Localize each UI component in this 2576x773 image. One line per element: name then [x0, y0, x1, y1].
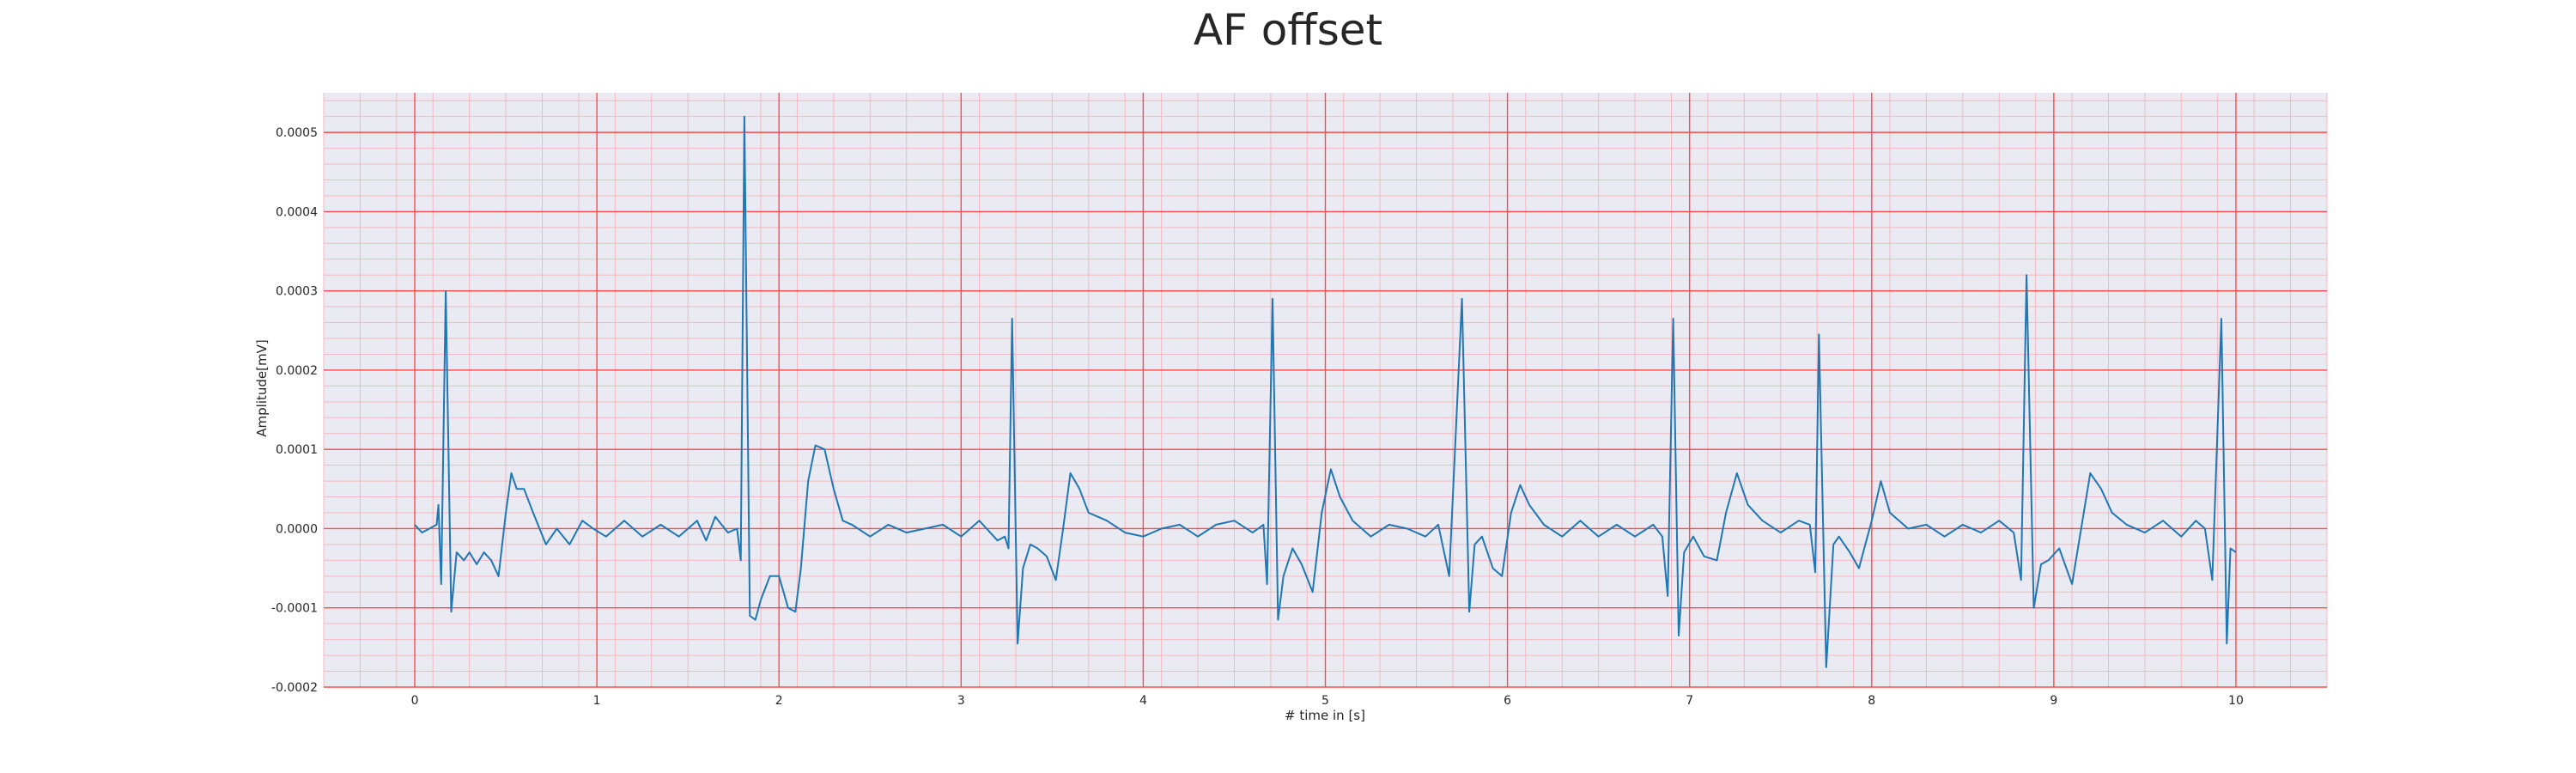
signal-line [414, 115, 2237, 668]
x-tick-label: 2 [775, 694, 783, 708]
x-axis-label: # time in [s] [1285, 708, 1365, 723]
y-axis-label: Amplitude[mV] [254, 339, 270, 436]
y-tick-label: 0.0002 [276, 364, 318, 378]
x-axis-ticks: 0 1 2 3 4 5 6 7 8 9 10 [411, 694, 2244, 708]
y-tick-label: 0.0005 [276, 126, 318, 140]
chart-title: AF offset [1194, 5, 1382, 55]
x-tick-label: 5 [1321, 694, 1329, 708]
x-tick-label: 3 [957, 694, 965, 708]
y-tick-label: 0.0004 [276, 205, 318, 219]
x-tick-label: 4 [1139, 694, 1147, 708]
y-tick-label: 0.0000 [276, 522, 318, 536]
y-tick-label: 0.0003 [276, 285, 318, 299]
y-tick-label: -0.0001 [271, 602, 318, 616]
x-tick-label: 7 [1686, 694, 1693, 708]
x-tick-label: 0 [411, 694, 419, 708]
x-tick-label: 9 [2050, 694, 2057, 708]
y-tick-label: 0.0001 [276, 443, 318, 457]
x-tick-label: 8 [1868, 694, 1875, 708]
y-axis-ticks: -0.0002 -0.0001 0.0000 0.0001 0.0002 0.0003 0.… [271, 126, 318, 695]
x-tick-label: 10 [2228, 694, 2244, 708]
x-tick-label: 1 [593, 694, 601, 708]
y-tick-label: -0.0002 [271, 681, 318, 695]
x-tick-label: 6 [1504, 694, 1511, 708]
major-grid [324, 93, 2327, 688]
